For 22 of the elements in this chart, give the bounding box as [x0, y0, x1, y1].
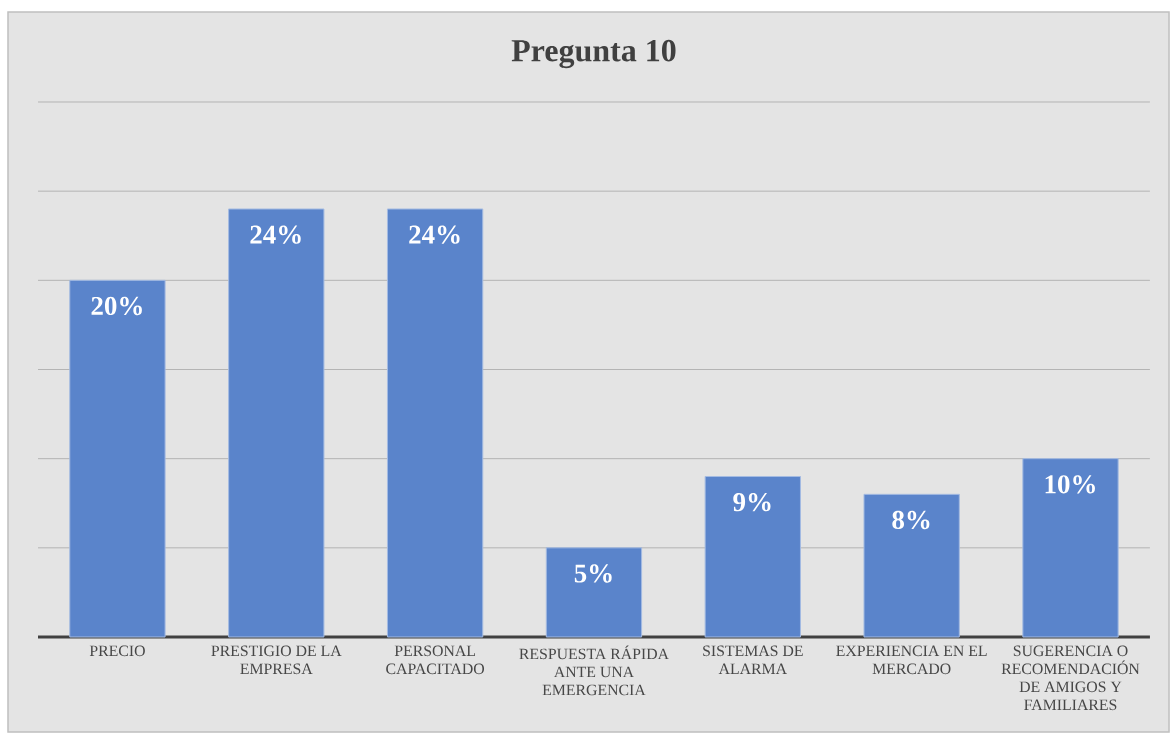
data-label: 5% [574, 564, 612, 583]
bar [863, 493, 960, 638]
data-label: 24% [250, 225, 301, 244]
x-tick-label: PERSONAL CAPACITADO [386, 645, 485, 675]
bar [386, 208, 484, 638]
chart-title: Pregunta 10 [511, 39, 676, 69]
bar [1022, 458, 1119, 638]
bar [228, 208, 325, 638]
data-label: 8% [892, 510, 930, 530]
x-tick-label: PRESTIGIO DE LA EMPRESA [211, 645, 342, 675]
x-tick-label: SISTEMAS DE ALARMA [703, 645, 803, 674]
bar [69, 279, 166, 638]
x-tick-label: RESPUESTA RÁPIDA ANTE UNA EMERGENCIA [519, 645, 669, 696]
data-label: 9% [733, 493, 771, 512]
data-label: 10% [1045, 475, 1095, 494]
data-label: 24% [409, 225, 460, 244]
bar [545, 547, 643, 638]
data-label: 20% [91, 296, 142, 316]
bar [704, 476, 801, 638]
x-tick-label: EXPERIENCIA EN EL MERCADO [836, 645, 987, 675]
x-tick-label: PRECIO [89, 645, 145, 657]
x-tick-label: SUGERENCIA O RECOMENDACIÓN DE AMIGOS Y FAMILIARES [1001, 645, 1140, 711]
